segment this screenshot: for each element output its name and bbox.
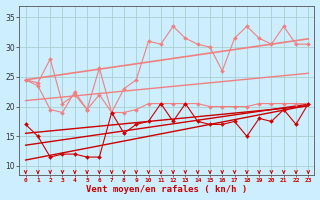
X-axis label: Vent moyen/en rafales ( kn/h ): Vent moyen/en rafales ( kn/h ) bbox=[86, 185, 248, 194]
